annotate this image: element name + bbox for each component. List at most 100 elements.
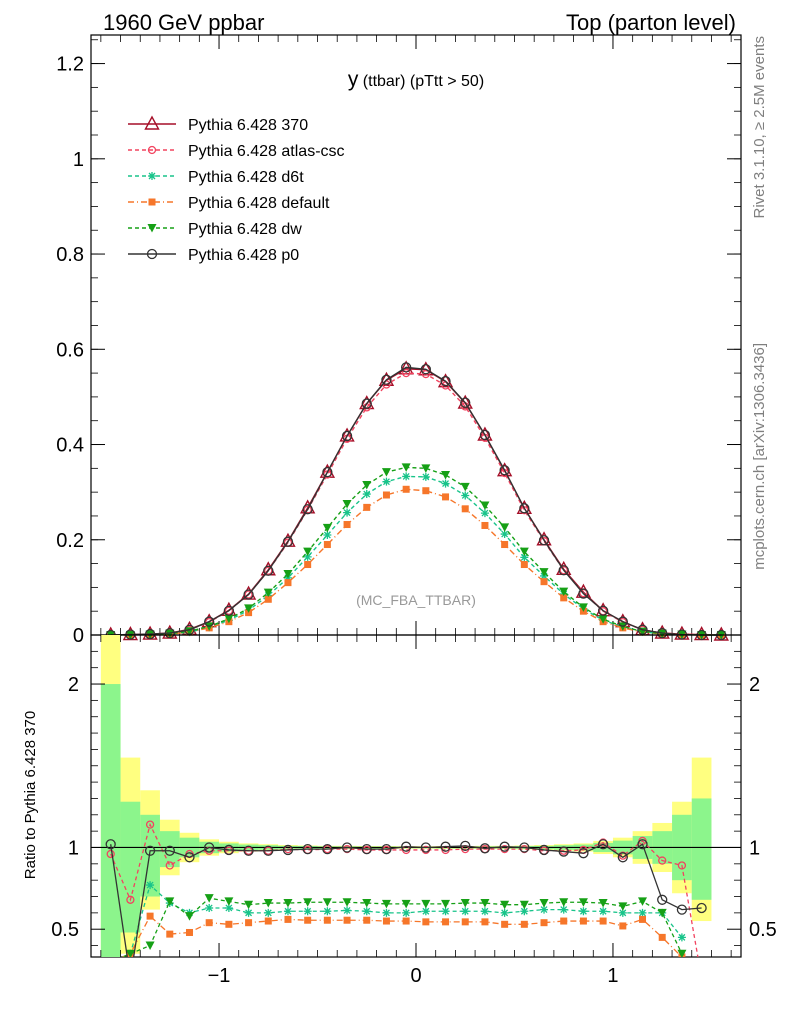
main-axis-ticks: 0 0.2 0.4 0.6 0.8 1 1.2 — [56, 35, 741, 647]
ratio-data-point — [599, 907, 608, 916]
ratio-data-point — [107, 958, 115, 966]
y-tick-label: 0.8 — [56, 244, 84, 266]
x-tick-label: 0 — [410, 965, 421, 987]
data-point — [144, 628, 156, 640]
ratio-data-point — [225, 920, 233, 928]
data-point — [519, 547, 529, 557]
ratio-data-point — [244, 908, 253, 917]
ratio-data-point — [579, 907, 588, 916]
data-point — [402, 472, 411, 481]
ratio-data-point — [560, 917, 568, 925]
ratio-data-point — [440, 841, 451, 852]
ratio-data-point — [302, 843, 313, 855]
band-inner — [120, 801, 141, 933]
ratio-data-point — [224, 903, 233, 912]
ratio-data-point — [501, 920, 509, 928]
main-panel: 00.20.40.60.811.2 y (ttbar) (pTtt > 50) … — [56, 34, 742, 647]
ratio-data-point — [422, 918, 430, 926]
data-point — [224, 606, 234, 615]
ratio-data-point — [245, 919, 253, 927]
ratio-data-point — [323, 916, 331, 924]
data-point — [422, 487, 430, 495]
ratio-data-point — [442, 918, 450, 926]
ratio-data-point — [599, 917, 607, 925]
data-point — [283, 570, 293, 579]
data-point — [538, 535, 550, 546]
ratio-data-point — [617, 852, 628, 863]
plot-title: y (ttbar) (pTtt > 50) — [348, 68, 484, 91]
ratio-data-point — [519, 900, 529, 910]
data-point — [559, 566, 568, 575]
ratio-data-point — [165, 861, 174, 870]
ratio-data-point — [243, 845, 254, 856]
data-point — [421, 464, 431, 473]
ratio-data-point — [166, 930, 174, 938]
data-point — [284, 579, 292, 587]
data-point — [501, 541, 509, 549]
legend-item: Pythia 6.428 p0 — [128, 247, 299, 264]
data-point — [440, 376, 451, 387]
ratio-data-point — [578, 848, 589, 859]
legend-marker — [147, 145, 157, 155]
data-point — [461, 491, 470, 500]
plot-title-main: y — [348, 68, 359, 91]
data-point — [519, 503, 530, 514]
legend-label: Pythia 6.428 atlas-csc — [188, 143, 345, 160]
ratio-series-pythia-6-428-default — [107, 912, 686, 965]
data-point — [401, 362, 412, 373]
ratio-data-point — [322, 843, 333, 855]
ratio-data-point — [441, 907, 450, 916]
ratio-series-line — [110, 843, 702, 957]
ratio-data-point — [342, 898, 352, 907]
ratio-data-point — [125, 949, 135, 957]
data-point — [322, 466, 333, 478]
data-point — [282, 536, 294, 547]
ratio-data-point — [105, 839, 116, 850]
ratio-data-point — [343, 916, 351, 924]
ratio-data-point — [283, 899, 293, 908]
data-point — [401, 463, 411, 472]
ratio-data-point — [538, 844, 550, 856]
data-point — [520, 553, 529, 562]
ratio-data-point — [401, 899, 411, 909]
data-point — [499, 465, 510, 476]
ratio-data-point — [500, 900, 510, 910]
header-right: Top (parton level) — [566, 10, 736, 35]
ratio-data-point — [304, 916, 312, 924]
data-point — [460, 397, 471, 408]
ratio-data-point — [164, 845, 175, 856]
ratio-data-point — [676, 904, 688, 915]
data-point — [442, 493, 450, 501]
data-point — [559, 587, 569, 597]
data-point — [264, 566, 273, 575]
legend-label: Pythia 6.428 d6t — [188, 169, 304, 186]
legend-label: Pythia 6.428 370 — [188, 117, 308, 134]
y-tick-label: 0.6 — [56, 339, 84, 361]
data-point — [540, 578, 548, 586]
ratio-data-point — [540, 905, 549, 914]
data-point — [481, 521, 489, 529]
legend-label: Pythia 6.428 dw — [188, 221, 302, 238]
data-point — [500, 530, 509, 539]
data-point — [223, 605, 235, 616]
ratio-data-point — [639, 915, 647, 923]
ratio-data-point — [597, 839, 609, 850]
data-point — [479, 429, 491, 441]
data-point — [184, 624, 195, 635]
data-point — [500, 523, 510, 532]
series-line — [110, 475, 722, 636]
plot-title-rest: (ttbar) (pTtt > 50) — [358, 73, 484, 90]
ratio-data-point — [638, 897, 648, 906]
series-line — [110, 488, 722, 636]
ratio-data-point — [421, 907, 430, 916]
data-point — [457, 394, 473, 409]
ratio-data-point — [539, 899, 549, 908]
data-point — [363, 503, 371, 511]
ratio-data-point — [461, 907, 470, 916]
ratio-data-point — [658, 933, 666, 941]
legend-marker — [148, 172, 156, 180]
ratio-data-point — [126, 895, 135, 904]
ratio-data-point — [204, 842, 215, 853]
ratio-axis-ticks: 0.5 0.5 1 1 2 2 −1 0 1 — [51, 635, 777, 987]
ratio-data-point — [107, 958, 114, 965]
